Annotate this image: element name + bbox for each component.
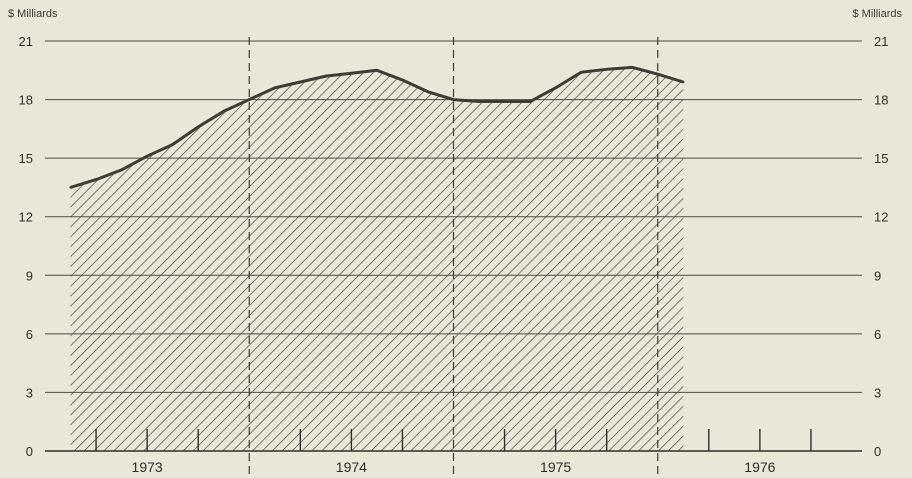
y-tick-left-21: 21: [19, 34, 33, 49]
x-tick-1976: 1976: [744, 459, 775, 475]
data-point: [299, 80, 302, 84]
y-tick-left-0: 0: [26, 444, 33, 459]
data-point: [120, 168, 123, 172]
y-axis-unit-right: $ Milliards: [852, 8, 902, 20]
data-point: [222, 110, 225, 113]
data-point: [631, 66, 634, 69]
y-tick-left-18: 18: [19, 93, 33, 108]
y-tick-right-3: 3: [874, 385, 881, 400]
y-tick-right-15: 15: [874, 151, 888, 166]
data-point: [171, 143, 174, 146]
y-tick-right-9: 9: [874, 268, 881, 283]
y-tick-left-15: 15: [19, 151, 33, 166]
data-point: [196, 125, 200, 129]
data-point: [452, 98, 455, 101]
data-point: [528, 100, 532, 103]
x-tick-1974: 1974: [336, 459, 367, 475]
y-axis-unit-left: $ Milliards: [8, 8, 58, 20]
y-tick-right-12: 12: [874, 210, 888, 225]
data-point: [248, 98, 251, 101]
data-point: [350, 72, 353, 75]
data-point: [69, 186, 72, 189]
x-tick-1973: 1973: [132, 459, 163, 475]
data-point: [273, 86, 276, 90]
data-point: [682, 80, 685, 84]
data-point: [94, 178, 98, 181]
data-point: [503, 100, 506, 103]
data-point: [477, 100, 481, 103]
data-point: [375, 69, 379, 72]
y-tick-right-6: 6: [874, 327, 881, 342]
data-point: [656, 72, 659, 76]
data-point: [579, 71, 583, 74]
y-tick-left-3: 3: [26, 385, 33, 400]
area-fill: [70, 67, 684, 451]
y-tick-left-6: 6: [26, 327, 33, 342]
data-point: [401, 78, 404, 82]
data-point: [605, 68, 608, 71]
y-tick-right-18: 18: [874, 93, 888, 108]
data-point: [554, 86, 557, 90]
y-tick-left-9: 9: [26, 268, 33, 283]
y-tick-right-21: 21: [874, 34, 888, 49]
data-point: [145, 154, 149, 158]
data-point: [324, 74, 328, 78]
y-tick-left-12: 12: [19, 210, 33, 225]
y-tick-right-0: 0: [874, 444, 881, 459]
data-point: [426, 90, 430, 93]
x-tick-1975: 1975: [540, 459, 571, 475]
